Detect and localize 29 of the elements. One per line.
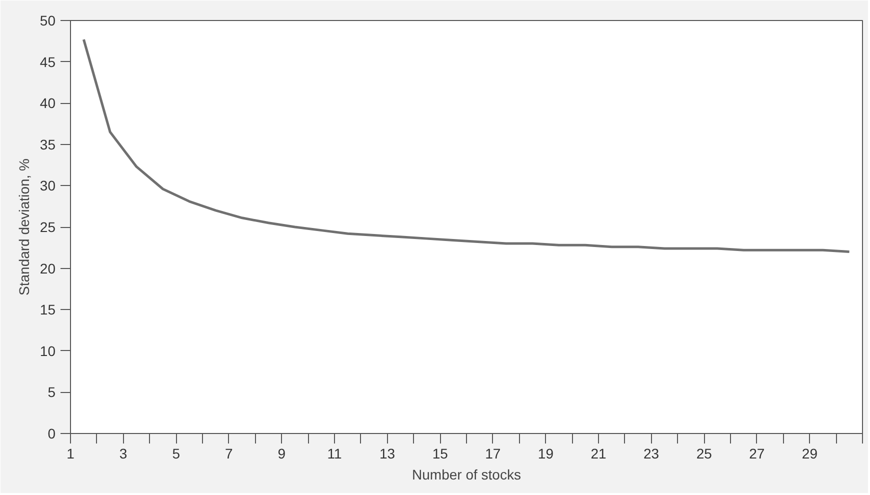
y-tick-label: 30 (40, 178, 56, 194)
x-axis-title: Number of stocks (412, 466, 521, 482)
line-series (82, 38, 851, 254)
x-tick-label: 27 (749, 446, 765, 462)
x-tick-label: 7 (225, 446, 234, 462)
x-tick-label: 1 (66, 446, 75, 462)
y-tick-label: 25 (40, 219, 56, 235)
x-tick-label: 9 (278, 446, 286, 462)
x-tick-label: 25 (696, 446, 712, 462)
x-tick-label: 17 (485, 446, 501, 462)
y-tick-label: 35 (40, 136, 56, 152)
y-tick-label: 15 (40, 302, 56, 318)
y-tick-label: 0 (48, 426, 56, 442)
y-tick-label: 5 (48, 384, 56, 400)
x-tick-label: 21 (590, 446, 606, 462)
y-tick-label: 50 (40, 12, 56, 28)
y-axis-title: Standard deviation, % (16, 158, 32, 296)
y-tick-label: 45 (40, 54, 56, 70)
x-tick-label: 15 (432, 446, 448, 462)
x-tick-label: 13 (380, 446, 396, 462)
x-tick-label: 29 (802, 446, 818, 462)
x-tick-label: 19 (538, 446, 554, 462)
x-tick-label: 3 (119, 446, 128, 462)
x-tick-label: 5 (172, 446, 180, 462)
y-tick-label: 20 (40, 260, 56, 276)
y-tick-label: 40 (40, 95, 56, 112)
x-tick-label: 11 (327, 446, 342, 462)
x-tick-label: 23 (644, 446, 660, 462)
y-tick-label: 10 (40, 342, 56, 359)
